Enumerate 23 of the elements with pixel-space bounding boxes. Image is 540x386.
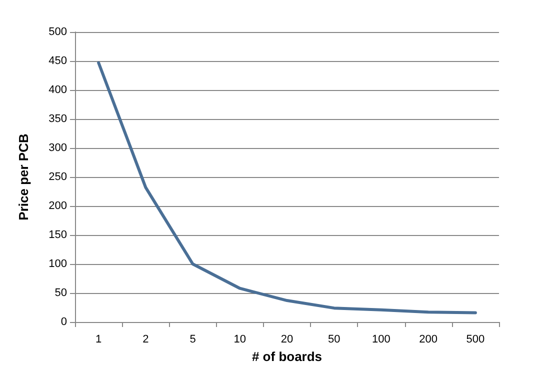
y-tick-label: 450 xyxy=(48,55,67,67)
x-tick-label: 200 xyxy=(419,334,438,346)
x-tick-label: 1 xyxy=(95,334,102,346)
y-tick-label: 350 xyxy=(48,113,67,125)
x-tick-label: 2 xyxy=(142,334,149,346)
x-tick-label: 50 xyxy=(328,334,340,346)
y-tick-label: 50 xyxy=(54,287,67,299)
y-tick-label: 300 xyxy=(48,142,67,154)
x-tick-label: 5 xyxy=(190,334,196,346)
x-tick-label: 20 xyxy=(280,334,294,346)
y-tick-label: 100 xyxy=(48,258,67,270)
line-series xyxy=(97,61,477,314)
y-tick-label: 150 xyxy=(48,229,67,241)
y-tick-label: 500 xyxy=(48,26,67,38)
x-tick-label: 10 xyxy=(234,334,246,346)
y-tick-label: 0 xyxy=(60,316,67,328)
y-tick-label: 400 xyxy=(48,84,67,96)
y-tick-label: 200 xyxy=(48,200,67,212)
y-axis-title: Price per PCB xyxy=(16,134,31,220)
x-tick-label: 100 xyxy=(372,334,390,346)
y-tick-label: 250 xyxy=(48,171,67,183)
x-axis-title: # of boards xyxy=(252,349,322,364)
x-tick-label: 500 xyxy=(466,334,485,346)
